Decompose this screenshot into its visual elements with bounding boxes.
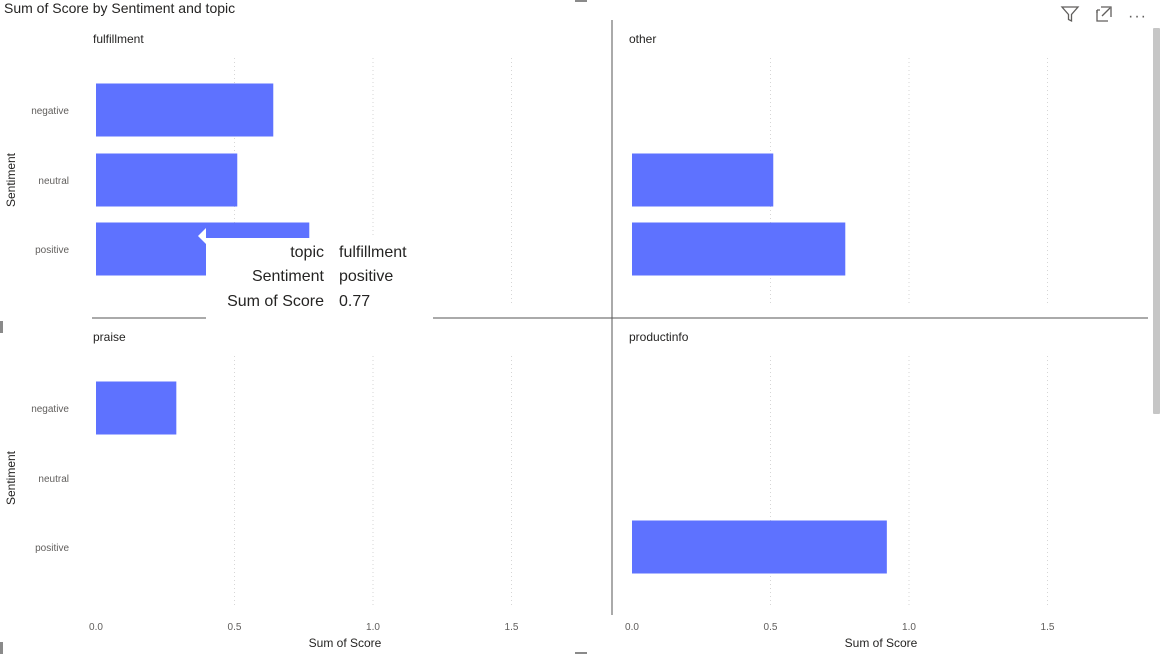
x-tick-label: 0.5 bbox=[764, 622, 778, 633]
panel-title: other bbox=[629, 32, 656, 46]
tooltip-arrow bbox=[198, 228, 206, 244]
category-tick-label: positive bbox=[35, 245, 69, 256]
category-tick-label: negative bbox=[31, 106, 69, 117]
x-tick-label: 0.5 bbox=[228, 622, 242, 633]
y-axis-title: Sentiment bbox=[4, 152, 18, 207]
resize-handle-bottom[interactable] bbox=[575, 652, 587, 654]
x-axis-title: Sum of Score bbox=[845, 636, 918, 650]
category-tick-label: neutral bbox=[38, 176, 69, 187]
bar bbox=[96, 381, 177, 435]
scrollbar-thumb[interactable] bbox=[1153, 28, 1160, 414]
tooltip-row: topic fulfillment bbox=[206, 244, 433, 266]
tooltip-value: positive bbox=[339, 268, 394, 285]
panel-title: productinfo bbox=[629, 330, 689, 344]
tooltip: topic fulfillment Sentiment positive Sum… bbox=[206, 238, 433, 322]
tooltip-key: Sum of Score bbox=[227, 293, 324, 310]
y-axis-title: Sentiment bbox=[4, 450, 18, 505]
tooltip-row: Sentiment positive bbox=[206, 268, 433, 290]
x-tick-label: 0.0 bbox=[625, 622, 639, 633]
tooltip-key: Sentiment bbox=[251, 268, 324, 285]
category-tick-label: positive bbox=[35, 543, 69, 554]
x-axis-title: Sum of Score bbox=[309, 636, 382, 650]
x-tick-label: 0.0 bbox=[89, 622, 103, 633]
x-tick-label: 1.0 bbox=[366, 622, 380, 633]
chart-title: Sum of Score by Sentiment and topic bbox=[4, 0, 236, 16]
focus-mode-icon[interactable] bbox=[1094, 4, 1114, 29]
tooltip-value: 0.77 bbox=[339, 293, 371, 310]
category-tick-label: neutral bbox=[38, 474, 69, 485]
x-tick-label: 1.5 bbox=[1041, 622, 1055, 633]
tooltip-key: topic bbox=[290, 244, 324, 261]
bar bbox=[632, 153, 774, 207]
resize-handle-left[interactable] bbox=[0, 321, 3, 333]
resize-handle-top[interactable] bbox=[575, 0, 587, 2]
bar bbox=[96, 153, 238, 207]
visual-header-toolbar: ··· bbox=[1060, 4, 1147, 29]
bar bbox=[632, 222, 846, 276]
filter-icon[interactable] bbox=[1060, 4, 1080, 29]
tooltip-row: Sum of Score 0.77 bbox=[206, 293, 433, 315]
bar bbox=[96, 83, 274, 137]
resize-handle-bottom-left[interactable] bbox=[0, 642, 3, 654]
x-tick-label: 1.0 bbox=[902, 622, 916, 633]
more-options-icon[interactable]: ··· bbox=[1128, 7, 1147, 25]
category-tick-label: negative bbox=[31, 404, 69, 415]
panel-title: praise bbox=[93, 330, 126, 344]
x-tick-label: 1.5 bbox=[505, 622, 519, 633]
panel-title: fulfillment bbox=[93, 32, 144, 46]
tooltip-value: fulfillment bbox=[339, 244, 407, 261]
bar bbox=[632, 520, 887, 574]
